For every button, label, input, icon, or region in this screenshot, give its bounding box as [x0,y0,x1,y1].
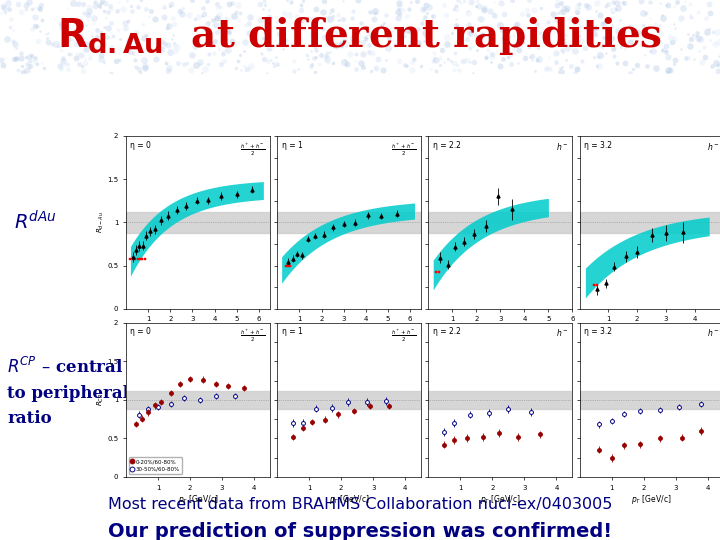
Text: η = 1: η = 1 [282,327,302,336]
Text: $h^-$: $h^-$ [556,141,568,152]
Text: $R^{dAu}$: $R^{dAu}$ [14,211,58,234]
Bar [277,390,421,409]
X-axis label: $p_T$ [GeV/c]: $p_T$ [GeV/c] [631,325,672,338]
Text: $h^-$: $h^-$ [556,327,568,339]
Text: Most recent data from BRAHMS Collaboration nucl-ex/0403005: Most recent data from BRAHMS Collaborati… [108,497,612,512]
Legend: 0-20%/60-80%, 30-50%/60-80%: 0-20%/60-80%, 30-50%/60-80% [129,457,181,474]
Text: η = 0: η = 0 [130,141,151,150]
Y-axis label: $R_{CP}$: $R_{CP}$ [96,393,106,407]
Text: $\mathbf{R_{d.Au}}$  at different rapidities: $\mathbf{R_{d.Au}}$ at different rapidit… [58,16,662,57]
Bar [126,212,270,233]
Text: $h^-$: $h^-$ [707,141,719,152]
Text: η = 0: η = 0 [130,327,151,336]
Text: η = 2.2: η = 2.2 [433,327,461,336]
X-axis label: $p_T$ [GeV/c]: $p_T$ [GeV/c] [480,492,521,505]
X-axis label: $p_T$ [GeV/c]: $p_T$ [GeV/c] [178,492,218,505]
X-axis label: $p_T$ [GeV/c]: $p_T$ [GeV/c] [178,325,218,338]
Text: η = 3.2: η = 3.2 [584,141,612,150]
Bar [428,390,572,409]
Text: $R^{CP}$ – central
to peripheral
ratio: $R^{CP}$ – central to peripheral ratio [7,357,129,427]
Text: η = 2.2: η = 2.2 [433,141,461,150]
Text: Our prediction of suppression was confirmed!: Our prediction of suppression was confir… [108,522,612,540]
Bar [580,390,720,409]
X-axis label: $p_T$ [GeV/c]: $p_T$ [GeV/c] [329,325,369,338]
Text: η = 1: η = 1 [282,141,302,150]
Text: $\frac{h^++h^-}{2}$: $\frac{h^++h^-}{2}$ [240,327,266,344]
Text: $h^-$: $h^-$ [707,327,719,339]
X-axis label: $p_T$ [GeV/c]: $p_T$ [GeV/c] [329,492,369,505]
Text: $\frac{h^++h^-}{2}$: $\frac{h^++h^-}{2}$ [391,141,417,158]
X-axis label: $p_T$ [GeV/c]: $p_T$ [GeV/c] [631,492,672,505]
X-axis label: $p_T$ [GeV/c]: $p_T$ [GeV/c] [480,325,521,338]
Bar [126,390,270,409]
Text: $\frac{h^++h^-}{2}$: $\frac{h^++h^-}{2}$ [391,327,417,344]
Bar [428,212,572,233]
Bar [277,212,421,233]
Text: η = 3.2: η = 3.2 [584,327,612,336]
Text: $\frac{h^++h^-}{2}$: $\frac{h^++h^-}{2}$ [240,141,266,158]
Y-axis label: $R_{d-Au}$: $R_{d-Au}$ [96,211,106,233]
Bar [580,212,720,233]
